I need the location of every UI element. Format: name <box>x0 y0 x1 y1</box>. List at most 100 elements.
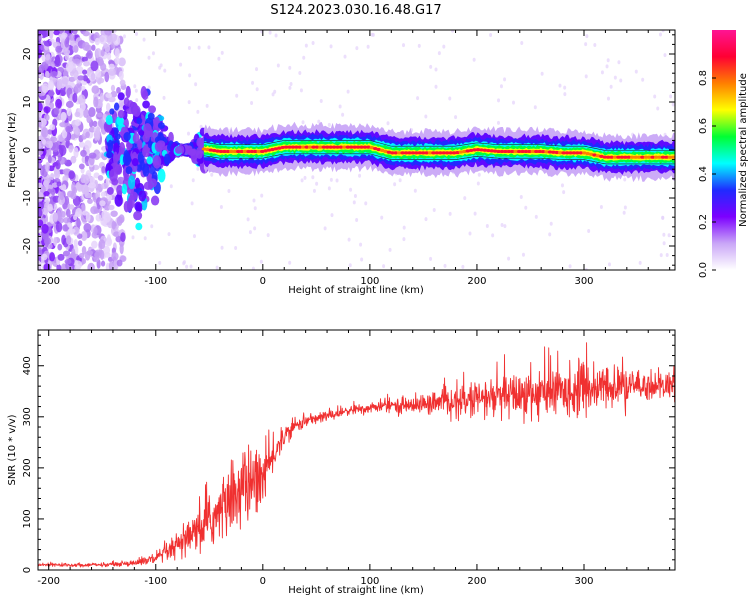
spectrogram-noise-blob <box>75 207 82 218</box>
spectrogram-noise-blob <box>108 204 115 211</box>
spectrogram-faint-blob <box>402 43 406 48</box>
spectrogram-ridge-core <box>516 149 522 154</box>
spectrogram-noise-blob <box>86 50 93 59</box>
spectrogram-turbulent-blob <box>125 166 133 175</box>
spectrogram-faint-blob <box>353 193 357 198</box>
spectrogram-turbulent-blob <box>142 100 150 109</box>
snr-series-line <box>38 342 675 568</box>
spectrogram-faint-blob <box>533 105 537 110</box>
spectrogram-ridge-core <box>475 148 481 152</box>
spectrogram-turbulent-blob <box>125 85 131 99</box>
spectrogram-noise-blob <box>118 214 125 224</box>
spectrogram-noise-blob <box>74 111 81 118</box>
spectrogram-ridge-core <box>263 149 268 153</box>
spectrogram-ridge-outline <box>203 140 675 151</box>
spectrogram-noise-blob <box>106 52 112 61</box>
spectrogram-ridge-core <box>414 151 419 155</box>
spectrogram-faint-blob <box>623 177 627 182</box>
spectrogram-noise-blob <box>54 54 61 66</box>
spectrogram-noise-blob <box>68 170 75 180</box>
spectrogram-turbulent-blob <box>128 175 136 190</box>
spectrogram-noise-blob <box>61 77 69 85</box>
spectrogram-noise-blob <box>60 263 67 270</box>
spectrogram-noise-blob <box>99 92 104 103</box>
spectrogram-noise-blob <box>56 264 62 270</box>
spectrogram-faint-blob <box>477 172 481 177</box>
spectrogram-ridge-core <box>530 149 536 154</box>
spectrogram-ridge-core <box>424 151 429 155</box>
spectrogram-faint-blob <box>429 64 433 69</box>
spectrogram-noise-blob <box>48 30 54 39</box>
spectrogram-faint-blob <box>147 55 151 60</box>
spectrogram-faint-blob <box>358 173 362 178</box>
spectrogram-x-tick-label: 300 <box>574 276 593 287</box>
spectrogram-noise-blob <box>49 252 55 262</box>
spectrogram-faint-blob <box>359 242 363 247</box>
spectrogram-faint-blob <box>496 120 500 125</box>
spectrogram-faint-blob <box>151 51 155 56</box>
spectrogram-faint-blob <box>341 112 345 117</box>
spectrogram-noise-blob <box>100 260 106 267</box>
spectrogram-faint-blob <box>476 181 480 186</box>
spectrogram-noise-blob <box>119 79 126 86</box>
spectrogram-faint-blob <box>503 224 507 229</box>
spectrogram-faint-blob <box>253 226 257 231</box>
spectrogram-faint-blob <box>349 187 353 192</box>
spectrogram-faint-blob <box>548 232 552 237</box>
spectrogram-ridge-core <box>671 155 675 159</box>
spectrogram-noise-blob <box>119 243 124 255</box>
spectrogram-ridge-core <box>640 155 645 159</box>
spectrogram-faint-blob <box>188 73 192 78</box>
spectrogram-turbulent-blob <box>134 177 141 189</box>
spectrogram-ridge-core <box>547 150 553 154</box>
spectrogram-faint-blob <box>259 259 263 264</box>
spectrogram-ridge-core <box>397 151 402 155</box>
snr-x-tick-label: 300 <box>574 576 593 587</box>
spectrogram-faint-blob <box>134 31 138 36</box>
spectrogram-turbulent-blob <box>123 97 130 107</box>
spectrogram-ridge-core <box>585 152 590 156</box>
spectrogram-ridge-core <box>472 148 477 152</box>
spectrogram-faint-blob <box>158 260 162 265</box>
spectrogram-turbulent-blob <box>113 151 119 166</box>
spectrogram-faint-blob <box>521 252 525 257</box>
spectrogram-faint-blob <box>187 131 191 136</box>
spectrogram-noise-blob <box>101 165 106 174</box>
spectrogram-noise-blob <box>81 245 87 255</box>
spectrogram-noise-blob <box>83 222 92 233</box>
spectrogram-faint-blob <box>491 233 495 238</box>
spectrogram-faint-blob <box>448 96 452 101</box>
spectrogram-faint-blob <box>327 186 331 191</box>
spectrogram-noise-blob <box>104 43 111 53</box>
spectrogram-ridge-core <box>383 149 388 153</box>
spectrogram-ridge-core <box>311 145 316 149</box>
spectrogram-ridge-core <box>355 145 361 149</box>
spectrogram-x-tick-label: 100 <box>360 276 379 287</box>
spectrogram-turbulent-blob <box>117 92 125 101</box>
spectrogram-ridge-core <box>366 145 371 149</box>
spectrogram-turbulent-blob <box>196 137 205 148</box>
spectrogram-ridge-core <box>660 155 666 159</box>
spectrogram-noise-blob <box>80 149 87 157</box>
spectrogram-turbulent-blob <box>174 146 183 154</box>
spectrogram-noise-blob <box>38 150 44 156</box>
spectrogram-faint-blob <box>329 177 333 182</box>
spectrogram-noise-blob <box>96 112 103 118</box>
spectrogram-faint-blob <box>609 84 613 89</box>
spectrogram-noise-blob <box>102 113 107 121</box>
spectrogram-faint-blob <box>663 53 667 58</box>
spectrogram-faint-blob <box>299 88 303 93</box>
snr-x-tick-label: 200 <box>467 576 486 587</box>
spectrogram-ridge-core <box>283 145 289 149</box>
spectrogram-noise-blob <box>118 57 126 67</box>
spectrogram-turbulent-blob <box>105 114 113 125</box>
spectrogram-noise-blob <box>95 214 102 222</box>
spectrogram-turbulent-blob <box>196 150 203 159</box>
spectrogram-ridge-core <box>465 149 470 153</box>
spectrogram-noise-blob <box>38 117 42 128</box>
spectrogram-noise-blob <box>45 98 50 109</box>
spectrogram-faint-blob <box>360 257 364 262</box>
spectrogram-noise-blob <box>45 140 54 149</box>
spectrogram-noise-blob <box>73 214 78 221</box>
spectrogram-ridge-core <box>486 148 491 153</box>
